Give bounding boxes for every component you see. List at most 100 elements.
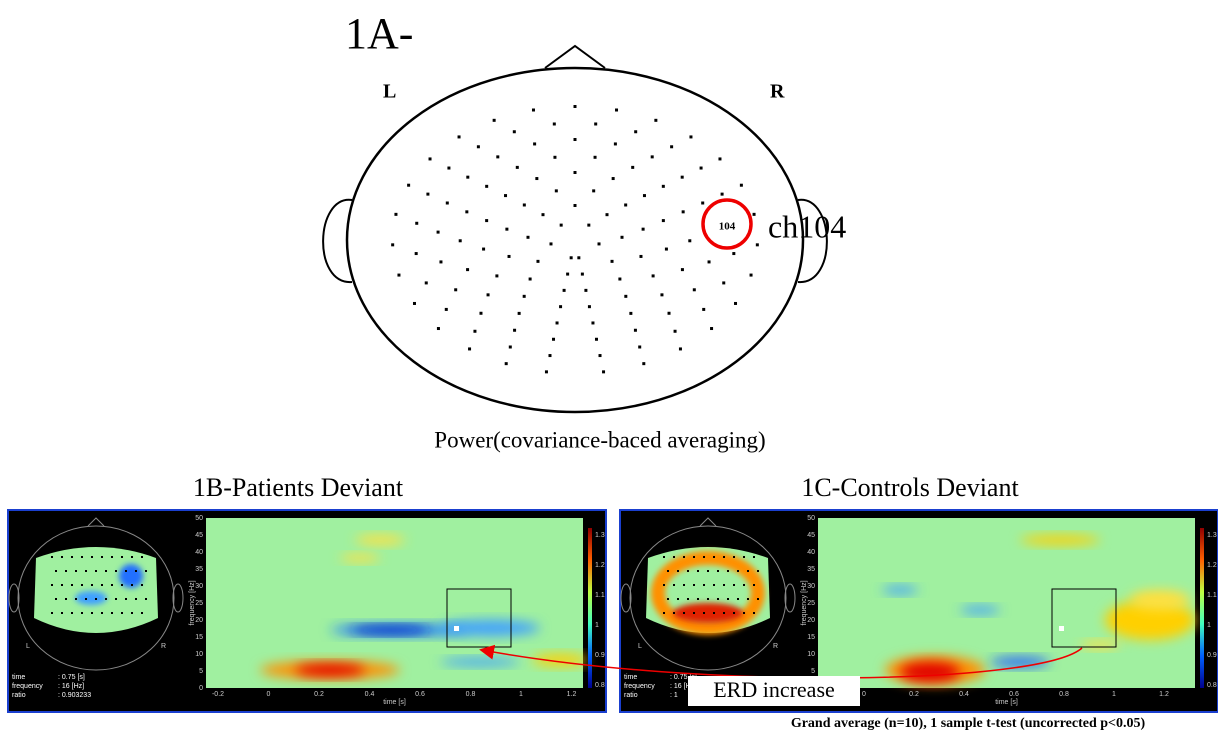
x-axis-label: time [s] xyxy=(995,699,1018,706)
y-tick-label: 50 xyxy=(807,515,815,522)
mini-electrode xyxy=(111,612,113,614)
mini-electrode xyxy=(95,570,97,572)
mini-electrode xyxy=(743,612,745,614)
electrode xyxy=(584,289,587,292)
electrode xyxy=(437,231,440,234)
mini-electrode xyxy=(697,598,699,600)
mini-electrode xyxy=(95,598,97,600)
electrode xyxy=(566,273,569,276)
x-tick-label: 1.2 xyxy=(1159,691,1169,698)
electrode xyxy=(652,274,655,277)
mini-electrode xyxy=(663,556,665,558)
electrode xyxy=(662,185,665,188)
y-tick-label: 30 xyxy=(195,583,203,590)
electrode xyxy=(624,295,627,298)
mini-electrode xyxy=(61,612,63,614)
electrode xyxy=(615,109,618,112)
electrode xyxy=(394,213,397,216)
x-tick-label: 0 xyxy=(267,691,271,698)
electrode xyxy=(718,157,721,160)
electrode xyxy=(397,274,400,277)
electrode xyxy=(532,109,535,112)
selection-point xyxy=(1059,626,1064,631)
mini-electrode xyxy=(105,598,107,600)
panel-title: 1B-Patients Deviant xyxy=(193,473,404,502)
mini-electrode xyxy=(667,570,669,572)
caption: Power(covariance-baced averaging) xyxy=(434,427,765,452)
tf-blob xyxy=(295,664,365,676)
mini-electrode xyxy=(55,570,57,572)
mini-electrode xyxy=(91,556,93,558)
mini-electrode xyxy=(717,598,719,600)
mini-electrode xyxy=(697,570,699,572)
electrode xyxy=(634,130,637,133)
electrode xyxy=(577,256,580,259)
info-value: : 0.903233 xyxy=(58,692,91,699)
tf-blob xyxy=(990,657,1050,667)
electrode xyxy=(413,302,416,305)
electrode xyxy=(458,135,461,138)
mini-electrode xyxy=(115,570,117,572)
mini-electrode xyxy=(145,598,147,600)
mini-electrode xyxy=(101,584,103,586)
mini-electrode xyxy=(131,584,133,586)
y-axis-label: frequency [Hz] xyxy=(189,580,196,625)
electrode xyxy=(559,305,562,308)
electrode xyxy=(740,184,743,187)
electrode xyxy=(407,184,410,187)
mini-electrode xyxy=(673,612,675,614)
y-tick-label: 45 xyxy=(807,532,815,539)
electrode xyxy=(679,347,682,350)
mini-electrode xyxy=(707,570,709,572)
tf-blob xyxy=(960,606,1000,614)
colorbar-tick-label: 1.2 xyxy=(1207,562,1217,569)
mini-electrode xyxy=(737,570,739,572)
electrode xyxy=(516,166,519,169)
mini-electrode xyxy=(743,556,745,558)
mini-electrode xyxy=(91,612,93,614)
mini-electrode xyxy=(55,598,57,600)
electrode xyxy=(477,145,480,148)
mini-electrode xyxy=(703,584,705,586)
figure-label: 1A- xyxy=(345,9,413,58)
electrode xyxy=(466,176,469,179)
electrode xyxy=(473,330,476,333)
mini-electrode xyxy=(727,598,729,600)
info-value: : 0.75 [s] xyxy=(58,674,85,681)
nose xyxy=(545,46,605,68)
mini-electrode xyxy=(693,612,695,614)
tf-blob xyxy=(355,535,405,545)
electrode xyxy=(485,185,488,188)
mini-electrode xyxy=(121,612,123,614)
electrode xyxy=(553,156,556,159)
mini-electrode xyxy=(81,584,83,586)
electrode xyxy=(629,312,632,315)
mini-electrode xyxy=(111,556,113,558)
electrode xyxy=(482,248,485,251)
tf-blob xyxy=(340,554,380,562)
mini-electrode xyxy=(111,584,113,586)
electrode xyxy=(545,370,548,373)
electrode xyxy=(639,255,642,258)
mini-electrode xyxy=(75,598,77,600)
mini-electrode xyxy=(683,556,685,558)
electrode xyxy=(621,236,624,239)
mini-electrode xyxy=(125,598,127,600)
electrode xyxy=(606,213,609,216)
electrode xyxy=(701,202,704,205)
y-tick-label: 15 xyxy=(807,634,815,641)
colorbar-tick-label: 0.9 xyxy=(1207,652,1217,659)
electrode xyxy=(668,312,671,315)
electrode xyxy=(487,293,490,296)
colorbar xyxy=(588,528,592,688)
y-tick-label: 10 xyxy=(807,651,815,658)
x-tick-label: -0.2 xyxy=(212,691,224,698)
mini-electrode xyxy=(51,556,53,558)
electrode xyxy=(654,119,657,122)
mini-electrode xyxy=(663,584,665,586)
electrode xyxy=(505,228,508,231)
mini-electrode xyxy=(723,584,725,586)
mini-electrode xyxy=(91,584,93,586)
electrode xyxy=(708,260,711,263)
electrode xyxy=(756,243,759,246)
